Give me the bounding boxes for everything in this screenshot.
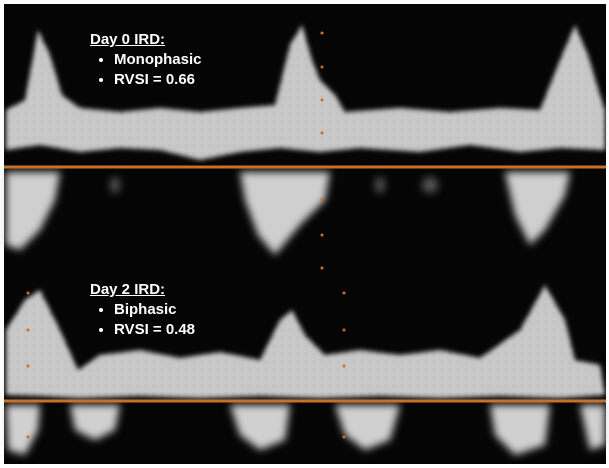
annotation-item: RVSI = 0.48	[114, 320, 195, 340]
waveform-top-forward	[6, 25, 605, 160]
annotation-item: Monophasic	[114, 50, 202, 70]
annotation-list: Biphasic RVSI = 0.48	[90, 300, 195, 340]
waveform-bottom-forward	[6, 285, 605, 398]
annotation: Day 0 IRD: Monophasic RVSI = 0.66	[90, 30, 202, 90]
annotation-item: Biphasic	[114, 300, 195, 320]
annotation-heading: Day 0 IRD:	[90, 31, 166, 48]
annotation-list: Monophasic RVSI = 0.66	[90, 50, 202, 90]
waveform-bottom-reverse	[6, 405, 605, 455]
annotation-heading: Day 2 IRD:	[90, 281, 166, 298]
annotation: Day 2 IRD: Biphasic RVSI = 0.48	[90, 280, 195, 340]
waveform-top-reverse	[6, 172, 570, 255]
depth-markers	[26, 31, 346, 439]
annotation-item: RVSI = 0.66	[114, 70, 202, 90]
